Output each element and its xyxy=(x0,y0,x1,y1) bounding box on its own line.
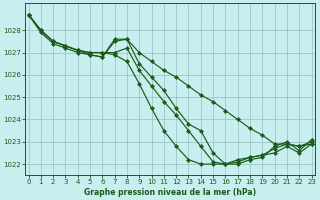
X-axis label: Graphe pression niveau de la mer (hPa): Graphe pression niveau de la mer (hPa) xyxy=(84,188,256,197)
